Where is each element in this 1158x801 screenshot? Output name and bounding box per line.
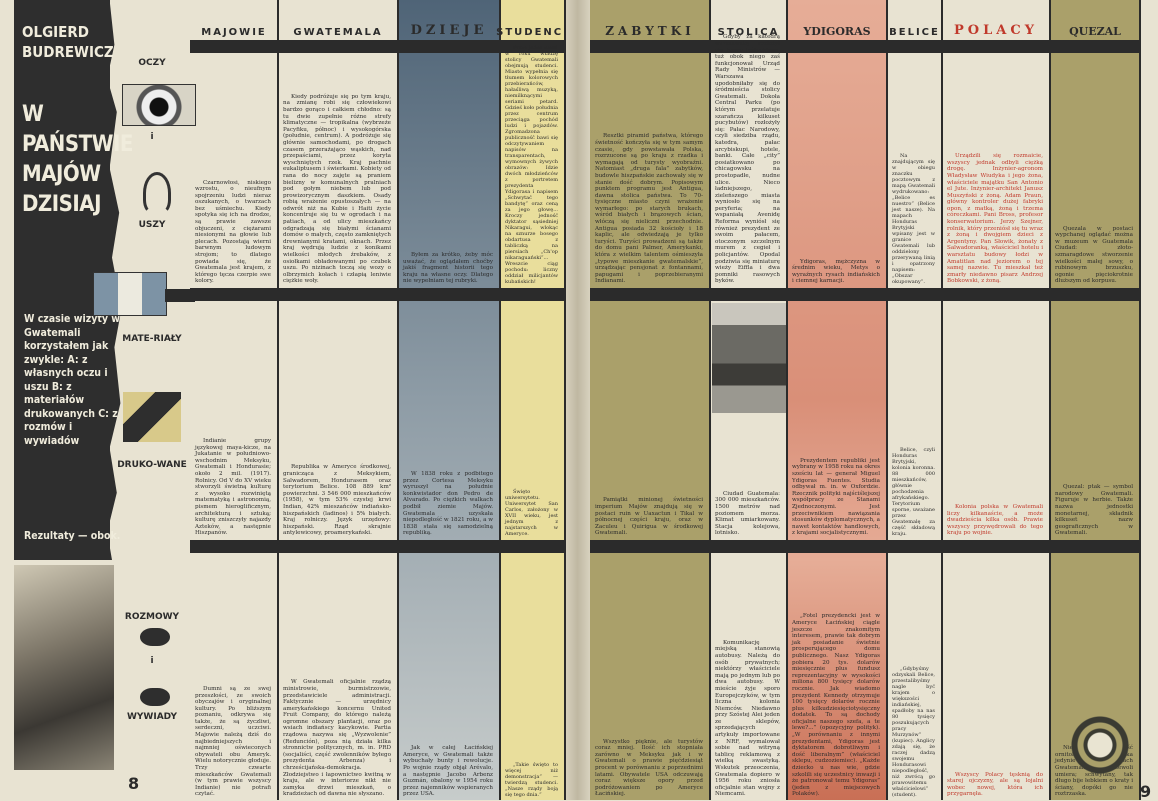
flag-bar — [165, 289, 195, 302]
national-palace-photo — [712, 303, 786, 413]
column-background-studenci — [500, 0, 565, 800]
title-line: PAŃSTWIE — [22, 132, 133, 157]
outro-text: Rezultaty — obok. — [24, 530, 121, 542]
cell-zabytki-1: Resztki piramid państwa, którego świetno… — [595, 133, 703, 285]
cell-majowie-2: Indianie grupy językowej maya-kicze, na … — [195, 438, 271, 537]
cell-polacy-2: Kolonia polska w Gwatemali liczy kilkana… — [947, 504, 1043, 537]
cell-belice-1: Na znajdującym się w obiegu znaczku pocz… — [892, 153, 935, 285]
cell-majowie-1: Czarnowłosi, niskiego wzrostu, o nieufny… — [195, 179, 271, 285]
cell-dzieje-2: W 1838 roku z podbitego przez Cortesa Me… — [403, 471, 493, 537]
page-number-right: 9 — [1140, 782, 1152, 801]
column-rule — [1049, 0, 1051, 800]
cell-stolica-1: Gdyby za katedrą warszawską rozłożył się… — [715, 34, 780, 285]
guatemala-flag — [93, 272, 167, 316]
horizontal-bar — [590, 288, 1140, 301]
column-rule — [277, 0, 279, 800]
column-header-dzieje: DZIEJE — [410, 23, 488, 38]
label-i: i — [150, 132, 154, 142]
author-name: OLGIERD BUDREWICZ — [22, 23, 114, 61]
page-gutter — [565, 0, 590, 800]
horizontal-bar — [190, 540, 565, 553]
cell-ydigoras-3: „Fotel prezydencki jest w Ameryce Łacińs… — [792, 613, 880, 798]
label-wywiady: WYWIADY — [126, 712, 178, 722]
label-uszy: USZY — [138, 220, 166, 230]
column-rule — [886, 0, 888, 800]
column-background-quezal — [1050, 0, 1140, 800]
cell-quezal-1: Quezala w postaci wypchanej oglądać możn… — [1055, 225, 1133, 285]
cell-zabytki-2: Pamiątki minionej świetności imperium Ma… — [595, 497, 703, 537]
column-header-zabytki: ZABYTKI — [605, 24, 695, 38]
column-background-zabytki — [590, 0, 710, 800]
indian-woman-photo — [14, 565, 114, 770]
column-header-studenci: STUDENCI — [496, 27, 569, 38]
mouth-icon — [140, 688, 170, 706]
column-rule — [709, 0, 711, 800]
mouth-icon — [140, 628, 170, 646]
article-title: W PAŃSTWIE MAJÓW DZISIAJ — [22, 100, 133, 220]
label-i-2: i — [150, 656, 154, 666]
cell-belice-3: „Gdybyśmy odzyskali Belice, przestalibyś… — [892, 666, 935, 798]
cell-gwatemala-2: Republika w Ameryce środkowej, granicząc… — [283, 464, 391, 537]
cell-studenci-3: „Takie święto to więcej niż demonstracja… — [505, 762, 558, 798]
cell-polacy-1: Urządzili się rozmaicie, wszyscy jednak … — [947, 153, 1043, 285]
label-drukowane: DRUKO-WANE — [117, 460, 187, 470]
cell-studenci-1: Przez jeden dzień w roku władzę stolicy … — [505, 45, 558, 285]
cell-studenci-2: Święto uniwersytetu. Uniwersytet San Car… — [505, 489, 558, 537]
cell-ydigoras-1: Ydigoras, mężczyzna w średnim wieku, Met… — [792, 258, 880, 285]
horizontal-bar — [190, 40, 565, 53]
column-rule — [397, 0, 399, 800]
cell-quezal-2: Quezal: ptak — symbol narodowy Gwatemali… — [1055, 484, 1133, 537]
eye-icon — [122, 84, 196, 126]
column-background-ydigoras — [787, 0, 887, 800]
title-line: W — [22, 102, 44, 127]
column-rule — [786, 0, 788, 800]
column-header-ydigoras: YDIGORAS — [803, 25, 871, 38]
label-materialy: MATE-RIAŁY — [122, 334, 182, 344]
column-header-belice: BELICE — [889, 27, 940, 38]
label-rozmowy: ROZMOWY — [124, 612, 180, 622]
title-line: DZISIAJ — [22, 192, 101, 217]
cell-dzieje-1: Byłem za krótko, żeby móc uważać, że ogl… — [403, 252, 493, 285]
cell-ydigoras-2: Prezydentem republiki jest wybrany w 195… — [792, 457, 880, 537]
column-rule — [564, 0, 566, 800]
column-header-polacy: POLACY — [954, 23, 1038, 38]
column-rule — [1139, 0, 1141, 800]
cell-stolica-2: Ciudad Guatemala: 300 000 mieszkańców. 1… — [715, 490, 780, 537]
title-line: MAJÓW — [22, 162, 101, 187]
intro-text: W czasie wizyty w Gwatemali korzystałem … — [24, 313, 121, 447]
cell-dzieje-3: Jak w całej Łacińskiej Ameryce, w Gwatem… — [403, 745, 493, 798]
cell-majowie-3: Dumni są ze swej przeszłości, ze swoich … — [195, 685, 271, 798]
horizontal-bar — [590, 540, 1140, 553]
guatemala-coat-of-arms — [1070, 715, 1130, 775]
column-rule — [499, 0, 501, 800]
label-oczy: OCZY — [138, 58, 166, 68]
column-header-stolica: STOLICA — [717, 27, 780, 38]
reading-man-icon — [123, 392, 181, 442]
cell-polacy-3: Wszyscy Polacy tęsknią do starej ojczyzn… — [947, 771, 1043, 798]
cell-stolica-3: Komunikację miejską stanowią autobusy. N… — [715, 639, 780, 798]
page-number-left: 8 — [128, 774, 140, 793]
column-header-quezal: QUEZAL — [1069, 25, 1121, 38]
horizontal-bar — [190, 288, 565, 301]
horizontal-bar — [590, 40, 1140, 53]
column-background-dzieje — [398, 0, 500, 800]
cell-zabytki-3: Wszystko pięknie, ale turystów coraz mni… — [595, 738, 703, 798]
column-header-majowie: MAJOWIE — [201, 27, 267, 38]
cell-gwatemala-3: W Gwatemali oficjalnie rządzą ministrowi… — [283, 679, 391, 798]
cell-gwatemala-1: Kiedy podróżuje się po tym kraju, na zmi… — [283, 93, 391, 285]
cell-belice-2: Belice, czyli Honduras Brytyjski, koloni… — [892, 447, 935, 537]
column-header-gwatemala: GWATEMALA — [293, 27, 383, 38]
column-rule — [941, 0, 943, 800]
ear-icon — [143, 172, 171, 214]
